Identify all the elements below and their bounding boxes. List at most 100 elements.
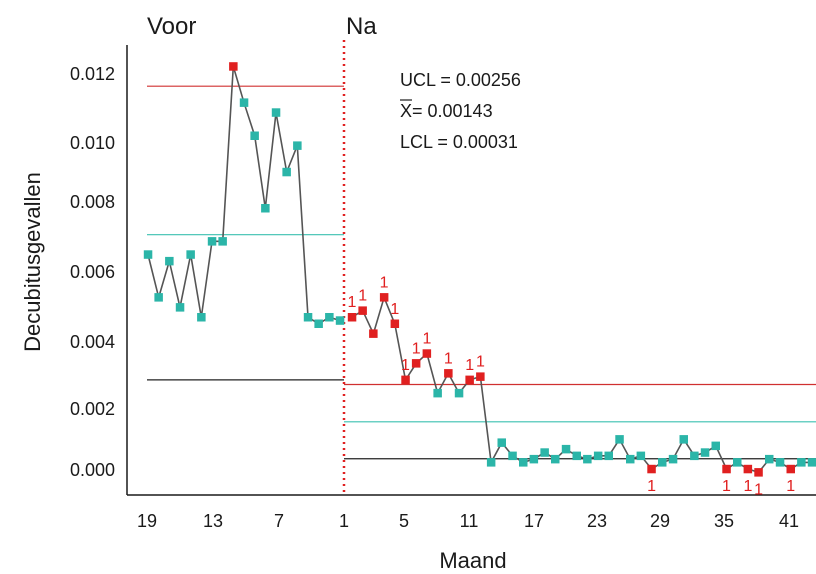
- data-point: [271, 108, 281, 117]
- data-point: [282, 167, 291, 177]
- flag-label: 1: [476, 354, 485, 371]
- data-point: [540, 448, 549, 457]
- out-of-control-point: [476, 372, 485, 381]
- y-axis-title: Decubitusgevallen: [20, 172, 45, 352]
- y-tick-label: 0.000: [70, 460, 115, 480]
- data-point: [711, 441, 720, 451]
- data-point: [668, 454, 678, 464]
- data-point: [615, 435, 624, 444]
- out-of-control-point: [347, 313, 357, 322]
- data-point: [519, 458, 528, 467]
- x-tick-label: 5: [399, 511, 409, 531]
- x-tick-label: 29: [650, 511, 670, 531]
- out-of-control-point: [401, 375, 410, 385]
- data-point: [433, 388, 442, 398]
- x-tick-labels: 19 13 7 1 5 11 17 23 29 35 41: [137, 511, 799, 531]
- data-point: [679, 435, 688, 444]
- data-point: [314, 319, 323, 328]
- x-tick-label: 35: [714, 511, 734, 531]
- data-series: [143, 62, 816, 477]
- data-point: [733, 458, 742, 467]
- y-tick-label: 0.002: [70, 399, 115, 419]
- out-of-control-point: [411, 359, 421, 368]
- flag-label: 1: [743, 478, 752, 495]
- out-of-control-point: [465, 375, 474, 385]
- x-tick-label: 13: [203, 511, 223, 531]
- out-of-control-point: [444, 369, 453, 378]
- mean-symbol: X: [400, 101, 412, 121]
- x-tick-label: 11: [460, 511, 479, 531]
- data-point: [775, 458, 785, 467]
- y-tick-labels: 0.012 0.010 0.008 0.006 0.004 0.002 0.00…: [70, 64, 115, 480]
- data-point: [797, 458, 806, 467]
- data-point: [508, 451, 517, 461]
- data-point: [293, 141, 302, 150]
- data-point: [551, 454, 560, 464]
- data-point: [335, 316, 345, 325]
- out-of-control-point: [422, 349, 432, 358]
- data-point: [604, 451, 613, 461]
- flag-label: 1: [465, 357, 474, 374]
- data-point: [165, 256, 174, 266]
- flag-label: 1: [422, 331, 431, 348]
- data-point: [325, 313, 334, 322]
- phase-label-after: Na: [346, 13, 377, 40]
- flag-label: 1: [380, 274, 389, 291]
- data-point: [529, 454, 539, 464]
- data-point: [303, 313, 313, 322]
- out-of-control-point: [358, 306, 367, 315]
- x-axis-title: Maand: [439, 548, 506, 573]
- y-tick-label: 0.012: [70, 64, 115, 84]
- flag-label: 1: [444, 350, 453, 367]
- ucl-text: UCL = 0.00256: [400, 70, 521, 90]
- data-point: [807, 458, 816, 467]
- flag-label: 1: [348, 294, 357, 311]
- data-point: [261, 204, 270, 213]
- x-tick-label: 23: [587, 511, 607, 531]
- data-point: [154, 293, 163, 302]
- out-of-control-point: [390, 319, 400, 328]
- x-tick-label: 17: [524, 511, 544, 531]
- x-tick-label: 1: [339, 511, 349, 531]
- flag-label: 1: [754, 481, 763, 498]
- data-point: [186, 250, 195, 259]
- data-point: [175, 303, 185, 312]
- x-tick-label: 7: [274, 511, 284, 531]
- out-of-control-point: [379, 293, 389, 302]
- out-of-control-point: [722, 464, 731, 474]
- flag-label: 1: [722, 478, 731, 495]
- data-point: [218, 237, 227, 246]
- out-of-control-point: [743, 464, 753, 474]
- y-tick-label: 0.010: [70, 133, 115, 153]
- data-point: [454, 388, 464, 398]
- data-point: [572, 451, 581, 461]
- out-of-control-point: [229, 62, 238, 71]
- data-point: [143, 250, 153, 259]
- mean-text: X = 0.00143: [400, 99, 493, 121]
- data-point: [583, 454, 592, 464]
- data-point: [636, 451, 646, 461]
- y-tick-label: 0.008: [70, 192, 115, 212]
- flag-label: 1: [647, 478, 656, 495]
- data-point: [593, 451, 603, 461]
- data-point: [658, 458, 667, 467]
- flag-label: 1: [412, 340, 421, 357]
- data-point: [239, 98, 249, 107]
- flag-label: 1: [401, 357, 410, 374]
- phase-label-before: Voor: [147, 13, 196, 40]
- out-of-control-point: [369, 329, 378, 338]
- flag-label: 1: [390, 301, 399, 318]
- x-tick-label: 41: [779, 511, 799, 531]
- data-point: [486, 458, 496, 467]
- out-of-control-point: [754, 468, 763, 477]
- lcl-text: LCL = 0.00031: [400, 132, 518, 152]
- x-tick-label: 19: [137, 511, 157, 531]
- data-point: [700, 448, 710, 457]
- out-of-control-point: [647, 464, 656, 474]
- out-of-control-point: [786, 464, 795, 474]
- y-tick-label: 0.006: [70, 262, 115, 282]
- data-point: [690, 451, 699, 461]
- flag-label: 1: [786, 478, 795, 495]
